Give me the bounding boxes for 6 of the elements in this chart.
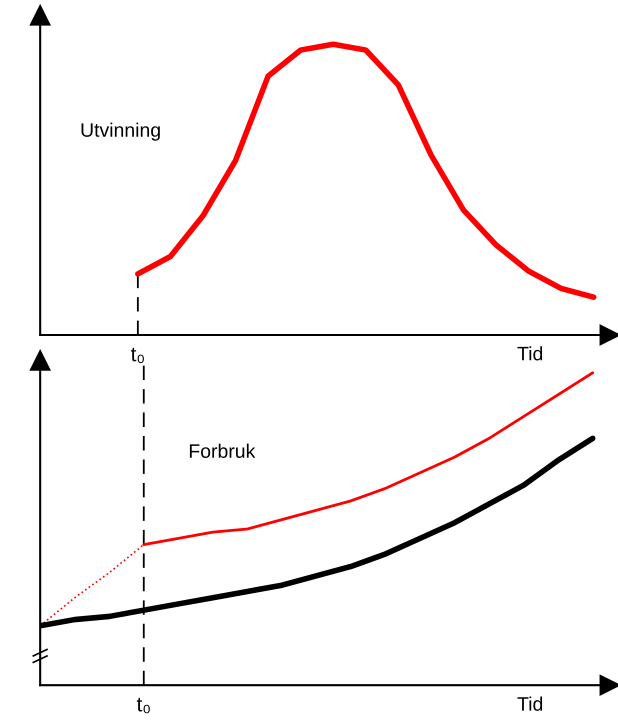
x-axis-title: Tid: [517, 696, 542, 711]
x-axis-title: Tid: [517, 346, 542, 360]
annotation: Forbruk: [190, 444, 256, 458]
text: t₀: [136, 698, 150, 714]
text: t₀: [130, 348, 144, 364]
annotation: Utvinning: [82, 122, 160, 141]
